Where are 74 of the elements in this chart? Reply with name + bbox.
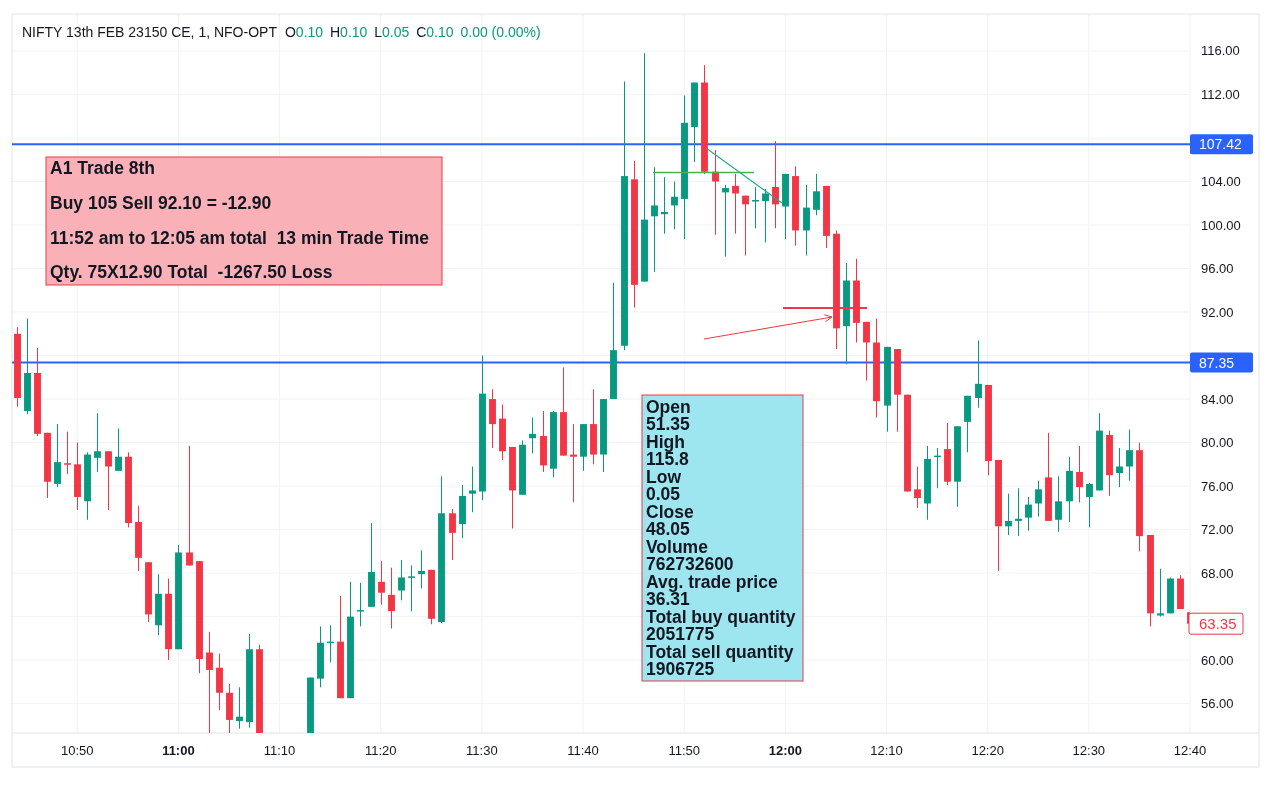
candlestick xyxy=(1035,480,1042,518)
x-tick-label: 11:30 xyxy=(466,742,498,758)
candlestick xyxy=(1086,482,1093,528)
candlestick xyxy=(206,631,213,733)
candlestick xyxy=(742,195,749,256)
candlestick xyxy=(752,186,759,229)
candlestick xyxy=(762,188,769,243)
x-tick-label: 12:10 xyxy=(870,742,903,758)
x-tick-label: 12:00 xyxy=(768,742,802,758)
candlestick xyxy=(1157,568,1164,618)
candlestick xyxy=(671,181,678,230)
annotation: A1 Trade 8th Buy 105 Sell 92.10 = -12.90 11:52 am to 12:05 am total 13 min Trade Time Qty. 75X12.90 Total -1267.50 Loss xyxy=(50,158,430,283)
y-tick-label: 68.00 xyxy=(1201,565,1234,581)
candlestick xyxy=(449,508,456,561)
y-tick-label: 76.00 xyxy=(1201,478,1234,494)
y-tick-label: 56.00 xyxy=(1201,696,1234,712)
candlestick xyxy=(651,166,658,273)
y-tick-label: 84.00 xyxy=(1201,391,1234,407)
candlestick xyxy=(469,466,476,513)
y-tick-label: 104.00 xyxy=(1201,174,1241,190)
x-tick-label: 11:50 xyxy=(668,742,700,758)
candlestick xyxy=(570,423,577,503)
candlestick xyxy=(1005,493,1012,536)
candlestick xyxy=(115,427,122,472)
y-tick-label: 100.00 xyxy=(1201,217,1241,233)
candlestick xyxy=(186,445,193,566)
candlestick xyxy=(914,466,921,509)
x-tick-label: 11:20 xyxy=(364,742,397,758)
candlestick xyxy=(418,549,425,589)
x-tick-label: 11:40 xyxy=(567,742,599,758)
candlestick xyxy=(64,431,71,475)
candlestick xyxy=(1076,445,1083,503)
candlestick xyxy=(803,184,810,256)
candlestick xyxy=(722,184,729,258)
y-tick-label: 92.00 xyxy=(1201,304,1234,320)
ref-line-label: 87.35 xyxy=(1199,354,1235,371)
y-tick-label: 116.00 xyxy=(1201,43,1240,59)
ref-line-label: 107.42 xyxy=(1199,136,1243,153)
candlestick xyxy=(975,339,982,409)
x-tick-label: 11:00 xyxy=(162,742,195,758)
candlestick xyxy=(1126,429,1133,482)
candlestick xyxy=(712,149,719,236)
candlestick xyxy=(661,176,668,235)
x-tick-label: 12:20 xyxy=(971,742,1004,758)
candlestick xyxy=(732,173,739,235)
text: 63.35 xyxy=(1199,615,1237,633)
text: Open 51.35 High 115.8 Low 0.05 Close 48.05 Volume 762732600 Avg. trade price 36.31 Total buy quantity 2051775 Total sell quantity 1906725 xyxy=(646,397,796,680)
x-tick-label: 11:10 xyxy=(263,742,296,758)
candlestick xyxy=(398,559,405,601)
candlestick xyxy=(105,450,112,511)
y-tick-label: 80.00 xyxy=(1201,435,1234,451)
candlestick xyxy=(529,417,536,454)
x-tick-label: 12:40 xyxy=(1173,742,1207,758)
candlestick xyxy=(357,582,364,627)
candlestick xyxy=(813,173,820,216)
candlestick xyxy=(408,564,415,612)
candlestick xyxy=(236,686,243,730)
x-tick-label: 10:50 xyxy=(60,742,94,758)
candlestick xyxy=(1116,447,1123,488)
candlestick xyxy=(388,567,395,630)
text: NIFTY 13th FEB 23150 CE, 1, NFO-OPT xyxy=(22,24,278,40)
y-tick-label: 60.00 xyxy=(1201,652,1234,668)
candlestick xyxy=(1055,475,1062,533)
candlestick xyxy=(1015,487,1022,537)
x-tick-label: 12:30 xyxy=(1072,742,1106,758)
candlestick xyxy=(1025,496,1032,532)
text: O0.10 H0.10 L0.05 C0.10 0.00 (0.00%) xyxy=(284,24,541,40)
candlestick xyxy=(378,560,385,606)
candlestick xyxy=(863,321,870,382)
y-tick-label: 72.00 xyxy=(1201,522,1234,538)
candlestick xyxy=(54,423,61,488)
candlestick xyxy=(94,412,101,473)
y-tick-label: 112.00 xyxy=(1201,86,1240,102)
y-tick-label: 96.00 xyxy=(1201,261,1234,277)
